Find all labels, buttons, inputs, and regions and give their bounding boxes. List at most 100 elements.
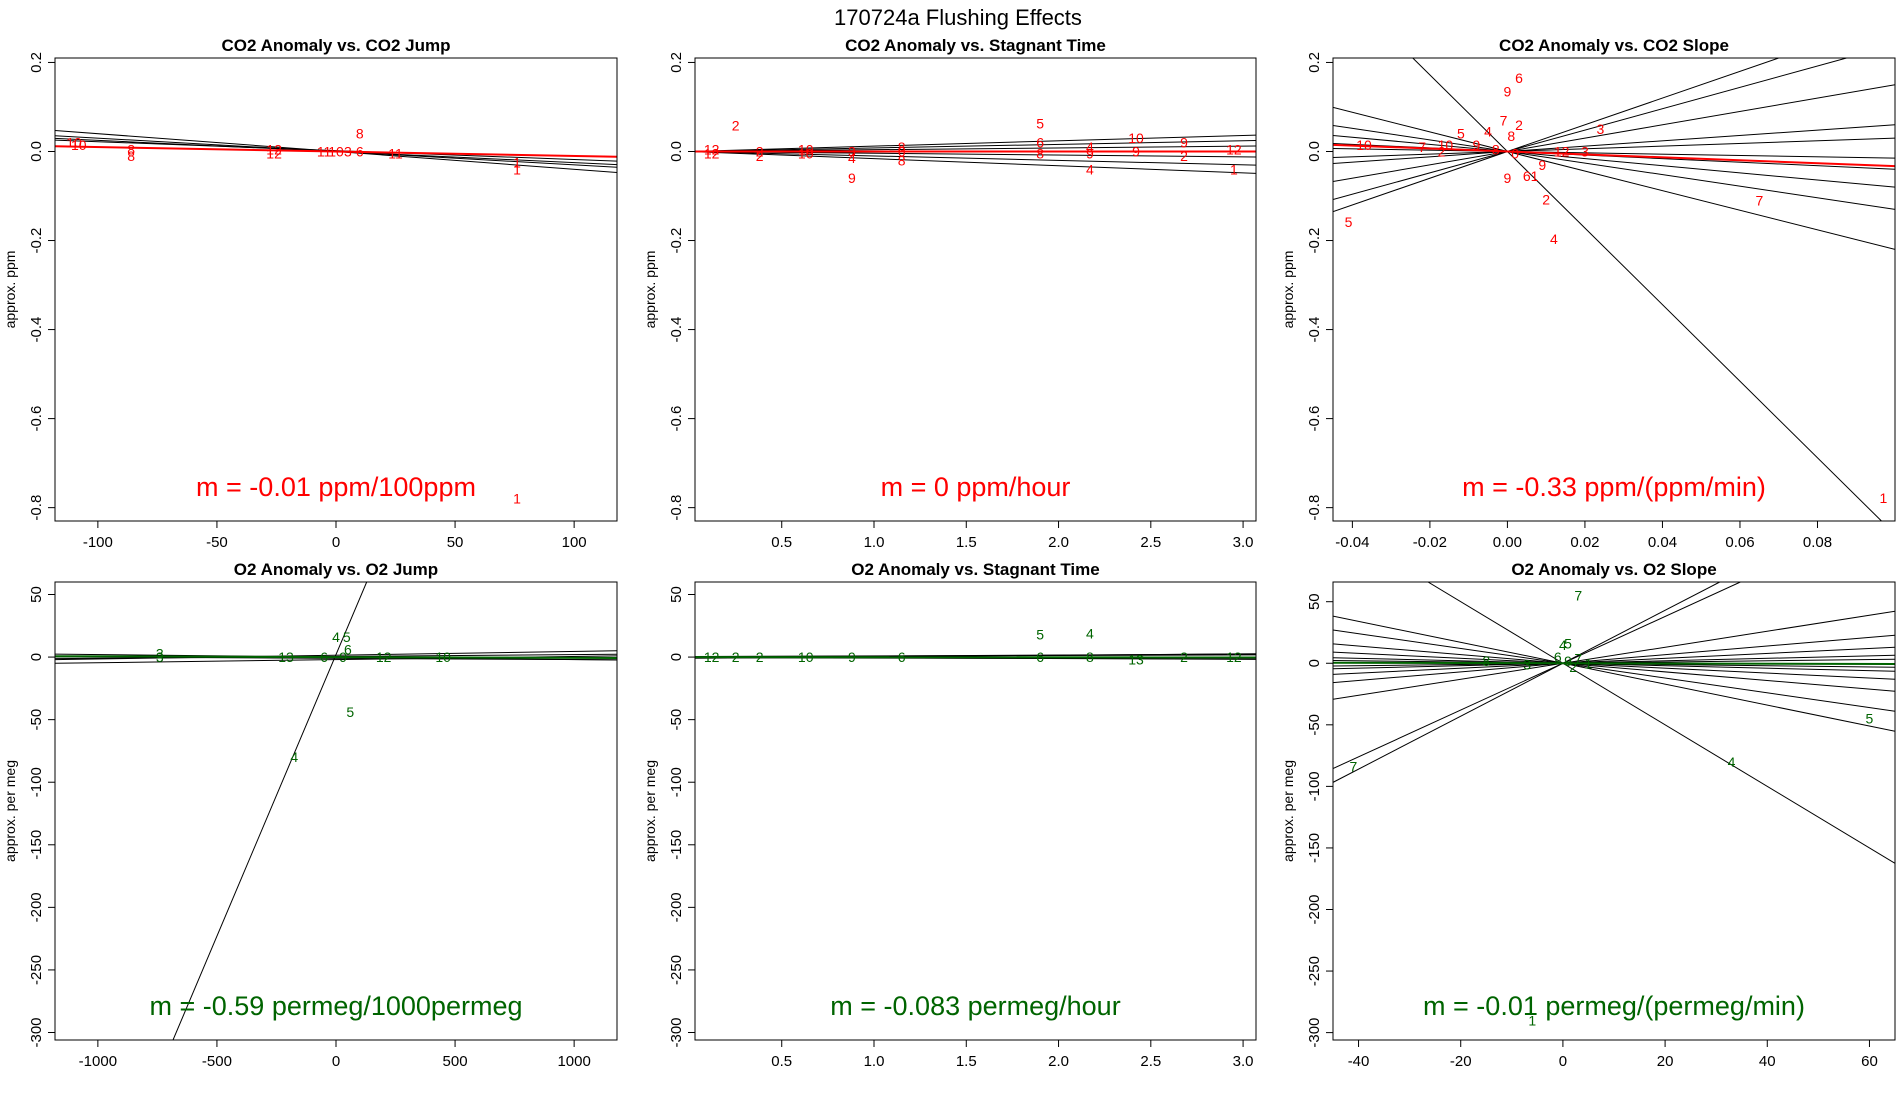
y-tick-label: -100 <box>1306 771 1323 801</box>
panel-title: O2 Anomaly vs. Stagnant Time <box>851 560 1099 579</box>
y-tick-label: -0.8 <box>668 495 685 521</box>
y-tick-label: -50 <box>668 709 685 731</box>
fit-line <box>695 151 1256 174</box>
y-tick-label: -200 <box>28 892 45 922</box>
fit-line <box>695 151 1256 166</box>
data-point: 2 <box>756 143 764 159</box>
fit-line <box>1412 58 1882 521</box>
data-point: 9 <box>848 170 856 186</box>
fit-lines <box>695 134 1256 174</box>
y-tick-label: -150 <box>668 830 685 860</box>
data-point: 10 <box>66 135 82 151</box>
data-point: 12 <box>704 141 720 157</box>
data-point: 0 <box>1511 146 1519 162</box>
data-point: 5 <box>1036 627 1044 643</box>
y-tick-label: -0.8 <box>1306 495 1323 521</box>
data-point: 10 <box>798 146 814 162</box>
data-point: 8 <box>1036 146 1044 162</box>
data-point: 2 <box>1542 192 1550 208</box>
data-point: 9 <box>1180 135 1188 151</box>
panel-title: CO2 Anomaly vs. CO2 Jump <box>222 36 451 55</box>
data-point: 1 <box>1879 490 1887 506</box>
data-point: 2 <box>1569 659 1577 675</box>
data-point: 2 <box>732 118 740 134</box>
panel-2: CO2 Anomaly vs. Stagnant Time approx. ppm… <box>642 36 1257 551</box>
x-tick-label: 0.08 <box>1803 534 1832 551</box>
y-tick-label: -0.4 <box>28 317 45 343</box>
data-point: 2 <box>732 649 740 665</box>
data-point: 3 <box>848 143 856 159</box>
data-point: 2 <box>1515 117 1523 133</box>
x-tick-label: 40 <box>1759 1053 1776 1070</box>
data-point: 7 <box>1755 192 1763 208</box>
slope-annotation: m = -0.01 ppm/100ppm <box>196 472 476 502</box>
fit-line <box>1427 582 1895 864</box>
data-point: 6 <box>1554 649 1562 665</box>
y-tick-label: 50 <box>668 586 685 603</box>
mean-fit-line <box>1333 661 1895 666</box>
fit-line <box>1333 147 1895 159</box>
y-tick-label: 0.2 <box>1306 52 1323 73</box>
data-point: 12 <box>266 146 282 162</box>
fit-line <box>1333 582 1741 769</box>
x-tick-label: 20 <box>1657 1053 1674 1070</box>
fit-line <box>1333 646 1895 675</box>
fit-line <box>1333 84 1895 183</box>
x-tick-label: 0 <box>1559 1053 1567 1070</box>
data-point: 4 <box>1086 139 1094 155</box>
data-point: 3 <box>1597 121 1605 137</box>
data-point: 1 <box>513 155 521 171</box>
x-tick-label: 2.0 <box>1048 534 1069 551</box>
x-tick-label: 1.0 <box>864 1053 885 1070</box>
data-point: 11 <box>388 146 403 162</box>
data-point: 6 <box>1515 70 1523 86</box>
x-tick-label: 100 <box>562 534 587 551</box>
fit-line <box>1333 615 1895 732</box>
plot-frame <box>54 57 618 522</box>
data-point: 10 <box>1356 137 1372 153</box>
y-tick-label: 50 <box>28 586 45 603</box>
x-tick-label: -20 <box>1450 1053 1472 1070</box>
data-point: 7 <box>1418 139 1426 155</box>
data-point: 12 <box>704 649 720 665</box>
data-point: 10 <box>1438 137 1454 153</box>
plot-frame <box>694 57 1257 522</box>
fit-line <box>1333 643 1895 692</box>
data-point: 8 <box>898 152 906 168</box>
data-point: 2 <box>1180 649 1188 665</box>
data-point: 7 <box>1500 112 1508 128</box>
panel-title: O2 Anomaly vs. O2 Jump <box>234 560 438 579</box>
data-point: 12 <box>1226 141 1242 157</box>
x-tick-label: -0.04 <box>1335 534 1369 551</box>
data-point: 6 <box>320 649 328 665</box>
data-point: 10 <box>798 141 814 157</box>
fit-line <box>1333 124 1895 165</box>
y-axis-label: approx. per meg <box>1280 760 1296 862</box>
y-axis-label: approx. ppm <box>2 251 18 329</box>
x-tick-label: 0.02 <box>1570 534 1599 551</box>
data-point: 8 <box>356 126 364 142</box>
data-point: 11 <box>317 143 332 159</box>
data-point: 12 <box>1226 649 1242 665</box>
data-point: 6 <box>1036 135 1044 151</box>
data-point: 8 <box>127 148 135 164</box>
plot-frame <box>1332 57 1896 522</box>
data-point: 8 <box>1086 649 1094 665</box>
data-point: 13 <box>278 649 294 665</box>
data-point: 2 <box>756 649 764 665</box>
data-point: 2 <box>1180 148 1188 164</box>
fit-line <box>1333 134 1895 188</box>
x-tick-label: 0.5 <box>771 1053 792 1070</box>
data-point: 12 <box>1554 143 1570 159</box>
data-point: 6 <box>898 143 906 159</box>
fit-line <box>1333 137 1895 159</box>
data-point: 4 <box>290 749 298 765</box>
data-point: 9 <box>1504 83 1512 99</box>
data-point: 10 <box>71 137 87 153</box>
fit-line <box>1333 106 1895 250</box>
fit-lines <box>55 582 617 1040</box>
data-point: 9 <box>1538 157 1546 173</box>
